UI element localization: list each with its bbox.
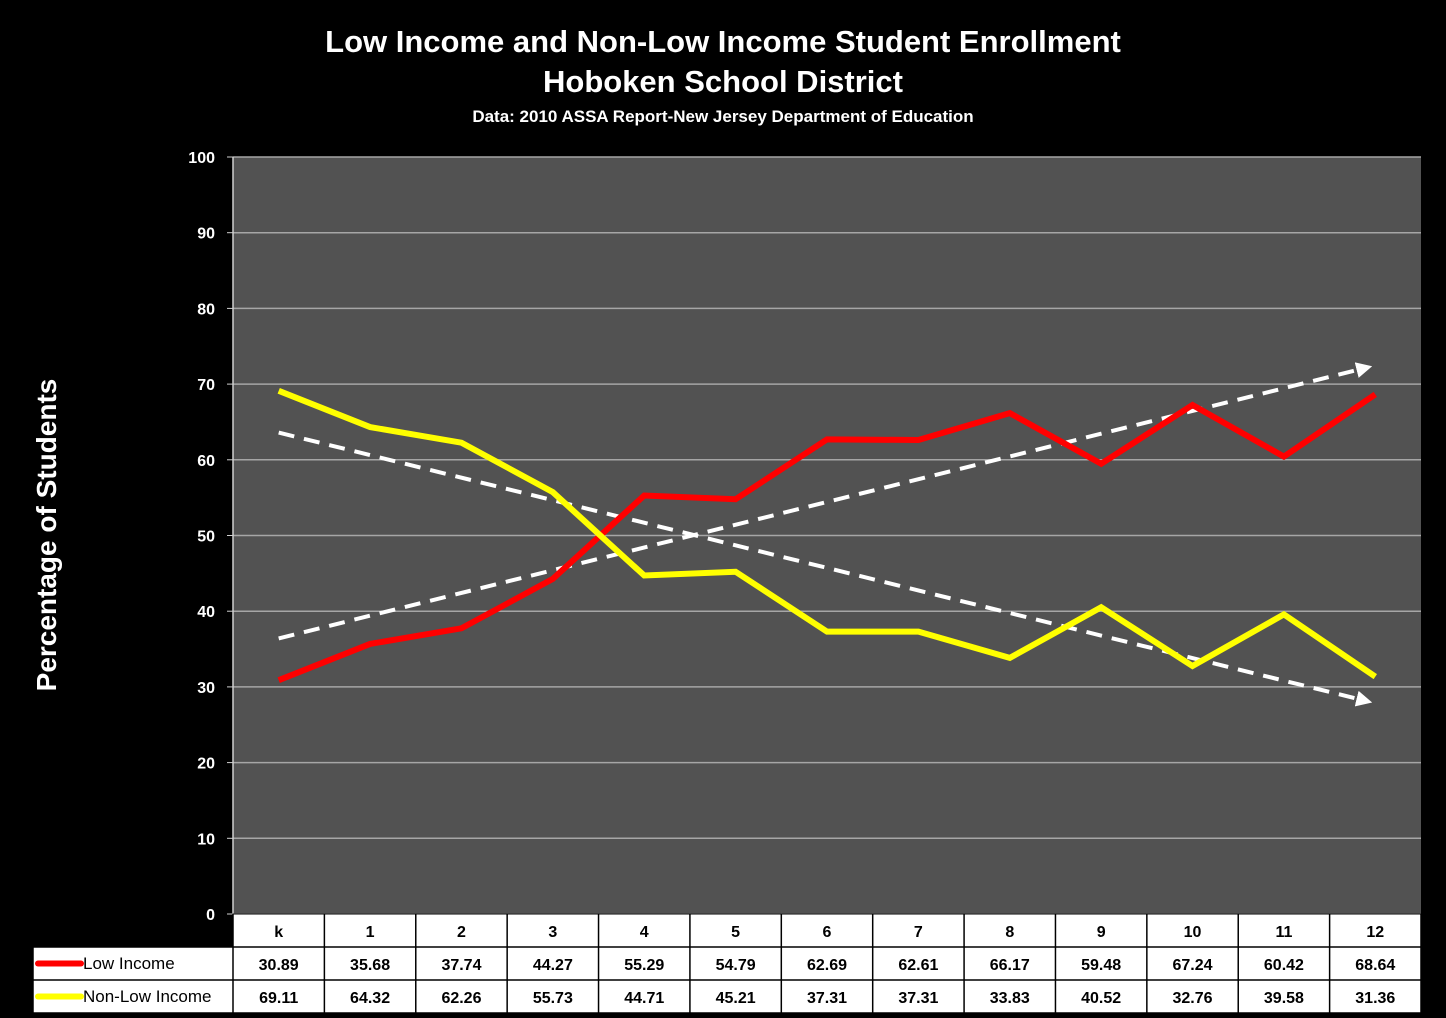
trend-lines	[278, 362, 1373, 707]
series-line-low-income	[277, 391, 1377, 683]
data-label-low-income-4: 55.29	[624, 957, 664, 974]
y-tick-label-0: 0	[206, 907, 215, 924]
data-label-low-income-11: 60.42	[1264, 957, 1304, 974]
data-label-non-low-income-12: 31.36	[1355, 990, 1395, 1007]
data-label-low-income-k: 30.89	[259, 957, 299, 974]
data-label-low-income-6: 62.69	[807, 957, 847, 974]
y-axis-ticks: 0 10 20 30 40 50 60 70 80 90 100	[188, 150, 234, 924]
x-category-label-10: 10	[1184, 924, 1202, 941]
data-label-low-income-9: 59.48	[1081, 957, 1121, 974]
chart-title-block: Low Income and Non-Low Income Student En…	[0, 22, 1446, 130]
x-category-label-6: 6	[823, 924, 832, 941]
data-label-low-income-12: 68.64	[1355, 957, 1395, 974]
y-tick-label-20: 20	[197, 756, 215, 773]
data-label-non-low-income-3: 55.73	[533, 990, 573, 1007]
legend-label-low-income: Low Income	[83, 954, 175, 973]
data-label-low-income-3: 44.27	[533, 957, 573, 974]
series-lines	[277, 388, 1377, 683]
data-label-non-low-income-2: 62.26	[441, 990, 481, 1007]
data-label-non-low-income-7: 37.31	[898, 990, 938, 1007]
data-label-low-income-7: 62.61	[898, 957, 938, 974]
x-category-label-7: 7	[914, 924, 923, 941]
data-label-non-low-income-10: 32.76	[1173, 990, 1213, 1007]
y-tick-label-60: 60	[197, 453, 215, 470]
data-label-low-income-8: 66.17	[990, 957, 1030, 974]
data-label-non-low-income-11: 39.58	[1264, 990, 1304, 1007]
y-tick-label-100: 100	[188, 150, 215, 167]
y-tick-label-30: 30	[197, 680, 215, 697]
data-label-non-low-income-6: 37.31	[807, 990, 847, 1007]
x-category-label-9: 9	[1097, 924, 1106, 941]
x-category-label-k: k	[274, 924, 283, 941]
x-category-label-8: 8	[1005, 924, 1014, 941]
trend-line-non-low-income	[278, 430, 1373, 707]
y-tick-label-50: 50	[197, 529, 215, 546]
trend-line-low-income	[278, 362, 1373, 641]
data-label-low-income-10: 67.24	[1173, 957, 1213, 974]
y-tick-label-90: 90	[197, 226, 215, 243]
y-tick-label-70: 70	[197, 377, 215, 394]
x-category-label-1: 1	[366, 924, 375, 941]
data-label-non-low-income-4: 44.71	[624, 990, 664, 1007]
data-label-low-income-1: 35.68	[350, 957, 390, 974]
y-tick-label-10: 10	[197, 831, 215, 848]
data-label-non-low-income-1: 64.32	[350, 990, 390, 1007]
x-category-label-12: 12	[1366, 924, 1384, 941]
x-category-label-11: 11	[1275, 924, 1292, 941]
y-tick-label-40: 40	[197, 604, 215, 621]
series-line-non-low-income	[277, 388, 1377, 680]
data-label-non-low-income-8: 33.83	[990, 990, 1030, 1007]
data-label-non-low-income-9: 40.52	[1081, 990, 1121, 1007]
table-header-row	[232, 913, 1422, 948]
chart-subtitle: Hoboken School District	[543, 64, 903, 99]
x-category-label-5: 5	[731, 924, 740, 941]
x-category-label-3: 3	[548, 924, 557, 941]
x-category-label-4: 4	[640, 924, 649, 941]
chart-source: Data: 2010 ASSA Report-New Jersey Depart…	[472, 107, 974, 126]
y-axis-label: Percentage of Students	[31, 379, 62, 692]
data-label-non-low-income-5: 45.21	[716, 990, 756, 1007]
x-category-label-2: 2	[457, 924, 466, 941]
data-label-low-income-5: 54.79	[716, 957, 756, 974]
data-label-non-low-income-k: 69.11	[259, 990, 298, 1007]
data-label-low-income-2: 37.74	[441, 957, 481, 974]
legend-label-non-low-income: Non-Low Income	[83, 987, 212, 1006]
y-tick-label-80: 80	[197, 301, 215, 318]
chart-title: Low Income and Non-Low Income Student En…	[325, 24, 1121, 59]
